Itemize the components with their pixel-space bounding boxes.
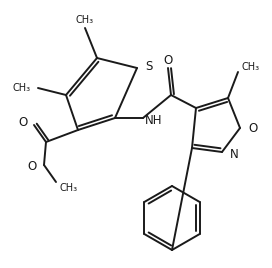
Text: NH: NH (145, 114, 162, 128)
Text: CH₃: CH₃ (13, 83, 31, 93)
Text: O: O (19, 117, 28, 129)
Text: CH₃: CH₃ (76, 15, 94, 25)
Text: O: O (248, 121, 257, 135)
Text: N: N (230, 147, 239, 161)
Text: S: S (145, 61, 152, 73)
Text: CH₃: CH₃ (60, 183, 78, 193)
Text: O: O (28, 161, 37, 173)
Text: CH₃: CH₃ (241, 62, 259, 72)
Text: O: O (163, 54, 173, 66)
